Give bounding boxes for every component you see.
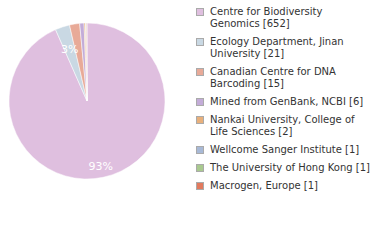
html-text:Macrogen, Europe [1]: Macrogen, Europe [1] — [210, 180, 318, 191]
html-text:Nankai University, College of: Nankai University, College of Life Scien… — [210, 114, 355, 137]
html-text:The University of Hong Kong [1: The University of Hong Kong [1] — [210, 162, 370, 173]
html-text:Wellcome Sanger Institute [1]: Wellcome Sanger Institute [1] — [210, 144, 360, 155]
html-text:Ecology Department, Jinan Univ: Ecology Department, Jinan University [21… — [210, 36, 344, 59]
svg-text:3%: 3% — [61, 43, 78, 56]
html-text:Centre for Biodiversity Genomi: Centre for Biodiversity Genomics [652] — [210, 6, 323, 29]
html-text:Mined from GenBank, NCBI [6]: Mined from GenBank, NCBI [6] — [210, 96, 364, 107]
svg-text:93%: 93% — [89, 160, 113, 173]
html-text:Canadian Centre for DNA Barcod: Canadian Centre for DNA Barcoding [15] — [210, 66, 336, 89]
